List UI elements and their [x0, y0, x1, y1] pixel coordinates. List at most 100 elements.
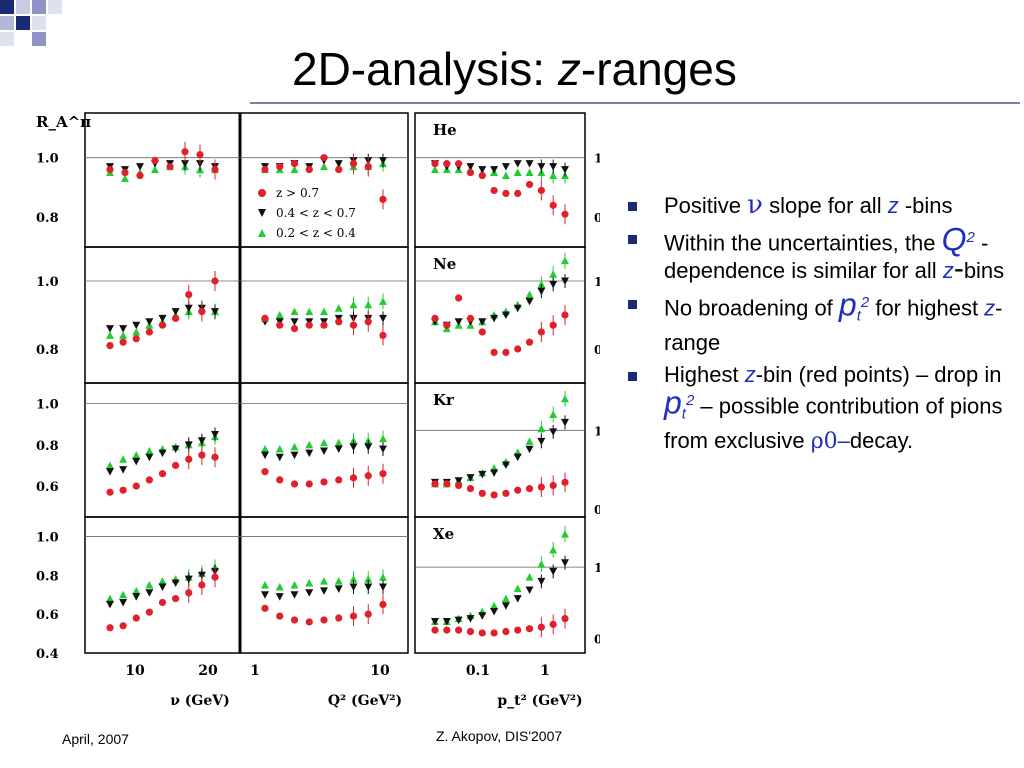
- legend-label: 0.4 < z < 0.7: [276, 206, 356, 220]
- data-point-black: [132, 593, 141, 601]
- data-point-red: [490, 629, 498, 637]
- data-point-red: [379, 600, 387, 609]
- data-point-green: [525, 573, 534, 581]
- data-point-red: [349, 321, 358, 329]
- data-point-green: [275, 582, 284, 591]
- data-point-red: [502, 189, 510, 197]
- data-point-red: [561, 615, 569, 623]
- data-point-green: [561, 394, 569, 403]
- data-point-black: [379, 314, 387, 323]
- data-point-black: [275, 593, 284, 601]
- data-point-red: [172, 314, 180, 322]
- data-point-black: [525, 160, 534, 168]
- bullet-item: Highest z-bin (red points) – drop in pt2…: [620, 362, 1020, 455]
- data-point-red: [106, 342, 114, 350]
- data-point-black: [379, 583, 387, 591]
- data-point-red: [466, 168, 475, 177]
- data-point-red: [349, 612, 358, 620]
- data-point-black: [136, 163, 144, 171]
- data-point-black: [561, 166, 569, 174]
- data-point-green: [334, 577, 343, 585]
- legend-marker: [258, 229, 266, 237]
- data-point-black: [501, 461, 510, 469]
- data-point-black: [119, 466, 128, 474]
- data-point-green: [349, 300, 358, 309]
- data-point-green: [119, 331, 128, 339]
- data-point-red: [549, 201, 557, 209]
- data-point-red: [185, 455, 193, 463]
- data-point-red: [525, 625, 534, 633]
- data-point-black: [119, 325, 128, 333]
- data-point-black: [513, 453, 522, 462]
- data-point-red: [349, 160, 358, 168]
- data-point-red: [364, 318, 372, 326]
- data-point-red: [276, 612, 284, 620]
- data-point-red: [198, 581, 206, 589]
- data-point-red: [466, 314, 475, 322]
- data-point-red: [502, 348, 510, 356]
- data-point-red: [379, 470, 387, 478]
- data-point-green: [334, 438, 343, 447]
- data-point-red: [478, 328, 486, 336]
- data-point-red: [181, 148, 189, 156]
- data-point-red: [455, 626, 463, 634]
- bullet-marker: [628, 300, 637, 310]
- y-tick-label-right: 0.5: [594, 633, 600, 647]
- data-point-green: [320, 577, 328, 585]
- data-point-green: [549, 270, 558, 278]
- data-point-red: [106, 624, 114, 632]
- data-point-red: [561, 478, 569, 486]
- data-point-black: [561, 418, 569, 427]
- y-tick-label: 0.8: [36, 211, 59, 226]
- y-tick-label: 1.0: [36, 275, 59, 290]
- data-point-red: [320, 616, 328, 624]
- data-point-black: [525, 586, 534, 595]
- data-point-red: [455, 481, 463, 490]
- data-point-red: [478, 629, 486, 637]
- data-point-black: [197, 437, 206, 445]
- data-point-red: [549, 481, 557, 490]
- target-label: He: [433, 121, 457, 139]
- data-point-red: [549, 321, 557, 329]
- data-point-black: [490, 314, 499, 323]
- data-point-red: [364, 472, 372, 480]
- data-point-red: [261, 604, 269, 612]
- data-point-red: [305, 321, 313, 329]
- data-point-red: [443, 626, 451, 634]
- data-point-red: [335, 476, 343, 484]
- data-point-red: [443, 321, 451, 329]
- data-point-black: [158, 314, 167, 323]
- data-point-red: [443, 160, 451, 168]
- data-point-black: [334, 585, 343, 593]
- ratio-plot-grid: 1.0 0.8 1.0 0.8 1.0 0.8 0.6 1.0 0.8 0.6 0.4 1.0 0.8 1…: [36, 112, 600, 709]
- data-point-green: [290, 165, 299, 174]
- data-point-red: [290, 325, 299, 333]
- data-point-black: [454, 318, 463, 326]
- bullet-marker: [628, 372, 637, 382]
- data-point-red: [106, 165, 114, 174]
- data-point-red: [514, 486, 522, 494]
- data-point-black: [171, 445, 180, 453]
- y-tick-label: 0.8: [36, 343, 59, 358]
- data-point-black: [261, 591, 269, 599]
- data-point-black: [513, 304, 522, 313]
- data-point-black: [490, 166, 499, 174]
- y-tick-label: 1.0: [36, 398, 59, 413]
- data-point-black: [466, 163, 475, 171]
- data-point-black: [158, 449, 167, 458]
- data-point-black: [490, 469, 499, 477]
- data-point-green: [513, 584, 522, 593]
- x-tick-label: 1: [250, 663, 260, 679]
- data-point-black: [478, 318, 487, 326]
- data-point-black: [261, 451, 269, 460]
- data-point-black: [145, 589, 154, 597]
- data-point-red: [490, 491, 498, 499]
- data-point-green: [145, 447, 154, 455]
- data-point-red: [211, 573, 219, 581]
- data-point-black: [478, 470, 487, 479]
- data-point-green: [364, 575, 373, 583]
- data-point-green: [537, 280, 546, 288]
- data-point-green: [379, 434, 387, 443]
- data-point-green: [490, 601, 499, 610]
- data-point-red: [119, 338, 127, 346]
